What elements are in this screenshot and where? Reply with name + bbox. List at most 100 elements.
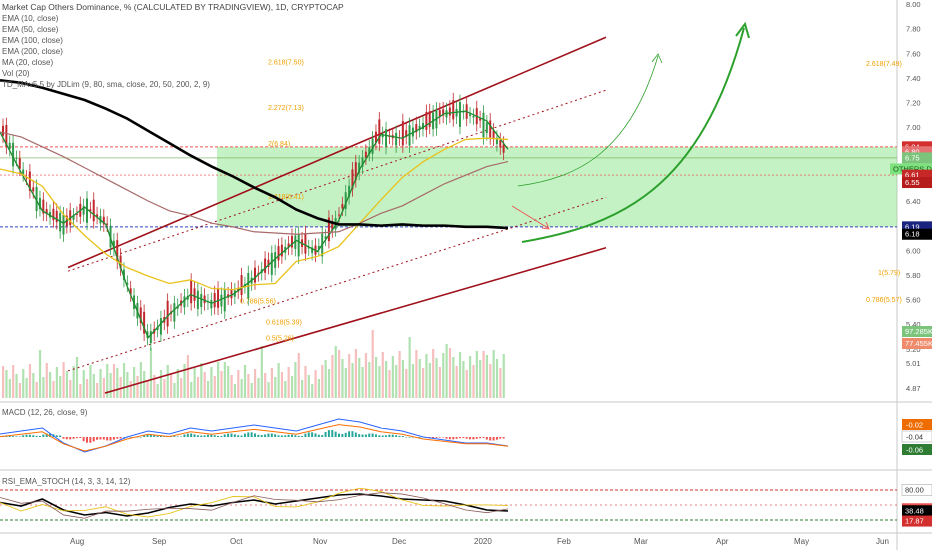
macd-bar: [86, 437, 88, 443]
macd-bar: [136, 437, 139, 438]
study-ema10[interactable]: EMA (10, close): [2, 14, 59, 23]
candle-body: [102, 216, 105, 225]
volume-bar: [180, 378, 183, 398]
volume-tag: [902, 338, 932, 349]
macd-bar: [143, 435, 146, 437]
candle-body: [264, 258, 267, 273]
macd-bar: [183, 434, 186, 437]
rsi-line: [0, 493, 509, 517]
macd-bar: [274, 434, 277, 437]
macd-bar: [45, 433, 48, 437]
study-ema50[interactable]: EMA (50, close): [2, 25, 59, 34]
macd-bar: [334, 431, 337, 437]
candle-body: [348, 185, 351, 198]
volume-bar: [86, 379, 89, 398]
volume-bar: [72, 366, 75, 398]
macd-bar: [489, 437, 492, 441]
candle-body: [139, 307, 142, 324]
volume-bar: [301, 380, 304, 398]
volume-bar: [35, 382, 38, 398]
candle-body: [294, 235, 297, 249]
study-td-ma[interactable]: TD_MAv5.5 by JDLim (9, 80, sma, close, 2…: [2, 80, 210, 89]
volume-bar: [203, 372, 206, 398]
macd-bar: [307, 432, 310, 437]
macd-bar: [482, 437, 485, 438]
candle-body: [344, 192, 347, 209]
candle-body: [364, 151, 367, 158]
price-axis-tick: 5.20: [906, 345, 921, 354]
candle-body: [213, 293, 216, 308]
price-axis-tick: 5.60: [906, 296, 921, 305]
macd-label[interactable]: MACD (12, 26, close, 9): [2, 408, 88, 417]
price-tag: [902, 152, 932, 164]
candle-body: [72, 215, 75, 220]
volume-bar: [334, 346, 337, 398]
candle-body: [166, 300, 169, 327]
volume-bar: [364, 353, 368, 398]
macd-bar: [220, 436, 223, 437]
study-ema200[interactable]: EMA (200, close): [2, 47, 63, 56]
macd-bar: [364, 434, 367, 437]
volume-bar: [425, 354, 428, 398]
candle-body: [156, 326, 159, 331]
volume-bar: [143, 371, 146, 398]
macd-bar: [92, 437, 95, 442]
fib-label: 0.618(5.39): [266, 319, 302, 326]
macd-bar: [442, 437, 445, 438]
macd-bar: [317, 434, 320, 437]
volume-bar: [442, 353, 445, 398]
volume-bar: [75, 357, 79, 398]
macd-bar: [129, 437, 132, 438]
candle-body: [290, 235, 293, 248]
study-ma20[interactable]: MA (20, close): [2, 58, 54, 67]
candle-body: [462, 111, 465, 113]
study-ema100[interactable]: EMA (100, close): [2, 36, 63, 45]
macd-bar: [492, 437, 495, 441]
price-axis-tick: 7.80: [906, 25, 921, 34]
rsi-tag: [902, 505, 932, 517]
volume-bar: [112, 364, 116, 398]
candle-body: [351, 169, 354, 190]
candle-body: [112, 240, 115, 249]
volume-bar: [92, 374, 95, 398]
volume-bar: [267, 382, 270, 398]
candle-body: [418, 125, 421, 131]
macd-bar: [200, 435, 203, 437]
ema50-line: [0, 137, 509, 291]
candle-body: [482, 112, 485, 138]
macd-bar: [8, 435, 11, 437]
study-vol[interactable]: Vol (20): [2, 69, 30, 78]
macd-bar: [146, 434, 149, 437]
macd-bar: [217, 435, 220, 437]
candle-body: [395, 132, 398, 146]
volume-bar: [304, 366, 307, 398]
volume-bar: [492, 350, 495, 398]
candle-body: [425, 111, 428, 130]
down-arrow: [511, 205, 549, 229]
macd-bar: [119, 437, 122, 439]
volume-bar: [49, 372, 52, 398]
volume-bar: [129, 381, 132, 398]
candle-body: [469, 114, 472, 116]
volume-bar: [220, 371, 223, 398]
macd-bar: [277, 435, 280, 437]
volume-bar: [368, 362, 371, 398]
price-axis-tick: 5.80: [906, 271, 921, 280]
macd-tag-label: -0.04: [906, 433, 923, 442]
volume-bar: [193, 368, 196, 398]
volume-bar: [482, 351, 485, 398]
price-tag-label: OTHERS.D: [893, 164, 932, 173]
rsi-label[interactable]: RSI_EMA_STOCH (14, 3, 3, 14, 12): [2, 477, 131, 486]
macd-line: [0, 418, 509, 453]
price-axis-tick: 6.40: [906, 197, 921, 206]
time-axis-label: Nov: [313, 537, 327, 546]
volume-bar: [338, 350, 341, 398]
macd-bar: [180, 436, 183, 438]
volume-bar: [223, 362, 226, 398]
macd-bar: [250, 432, 253, 437]
macd-bar: [499, 437, 502, 439]
volume-bar: [428, 363, 431, 398]
macd-bar: [193, 434, 196, 437]
